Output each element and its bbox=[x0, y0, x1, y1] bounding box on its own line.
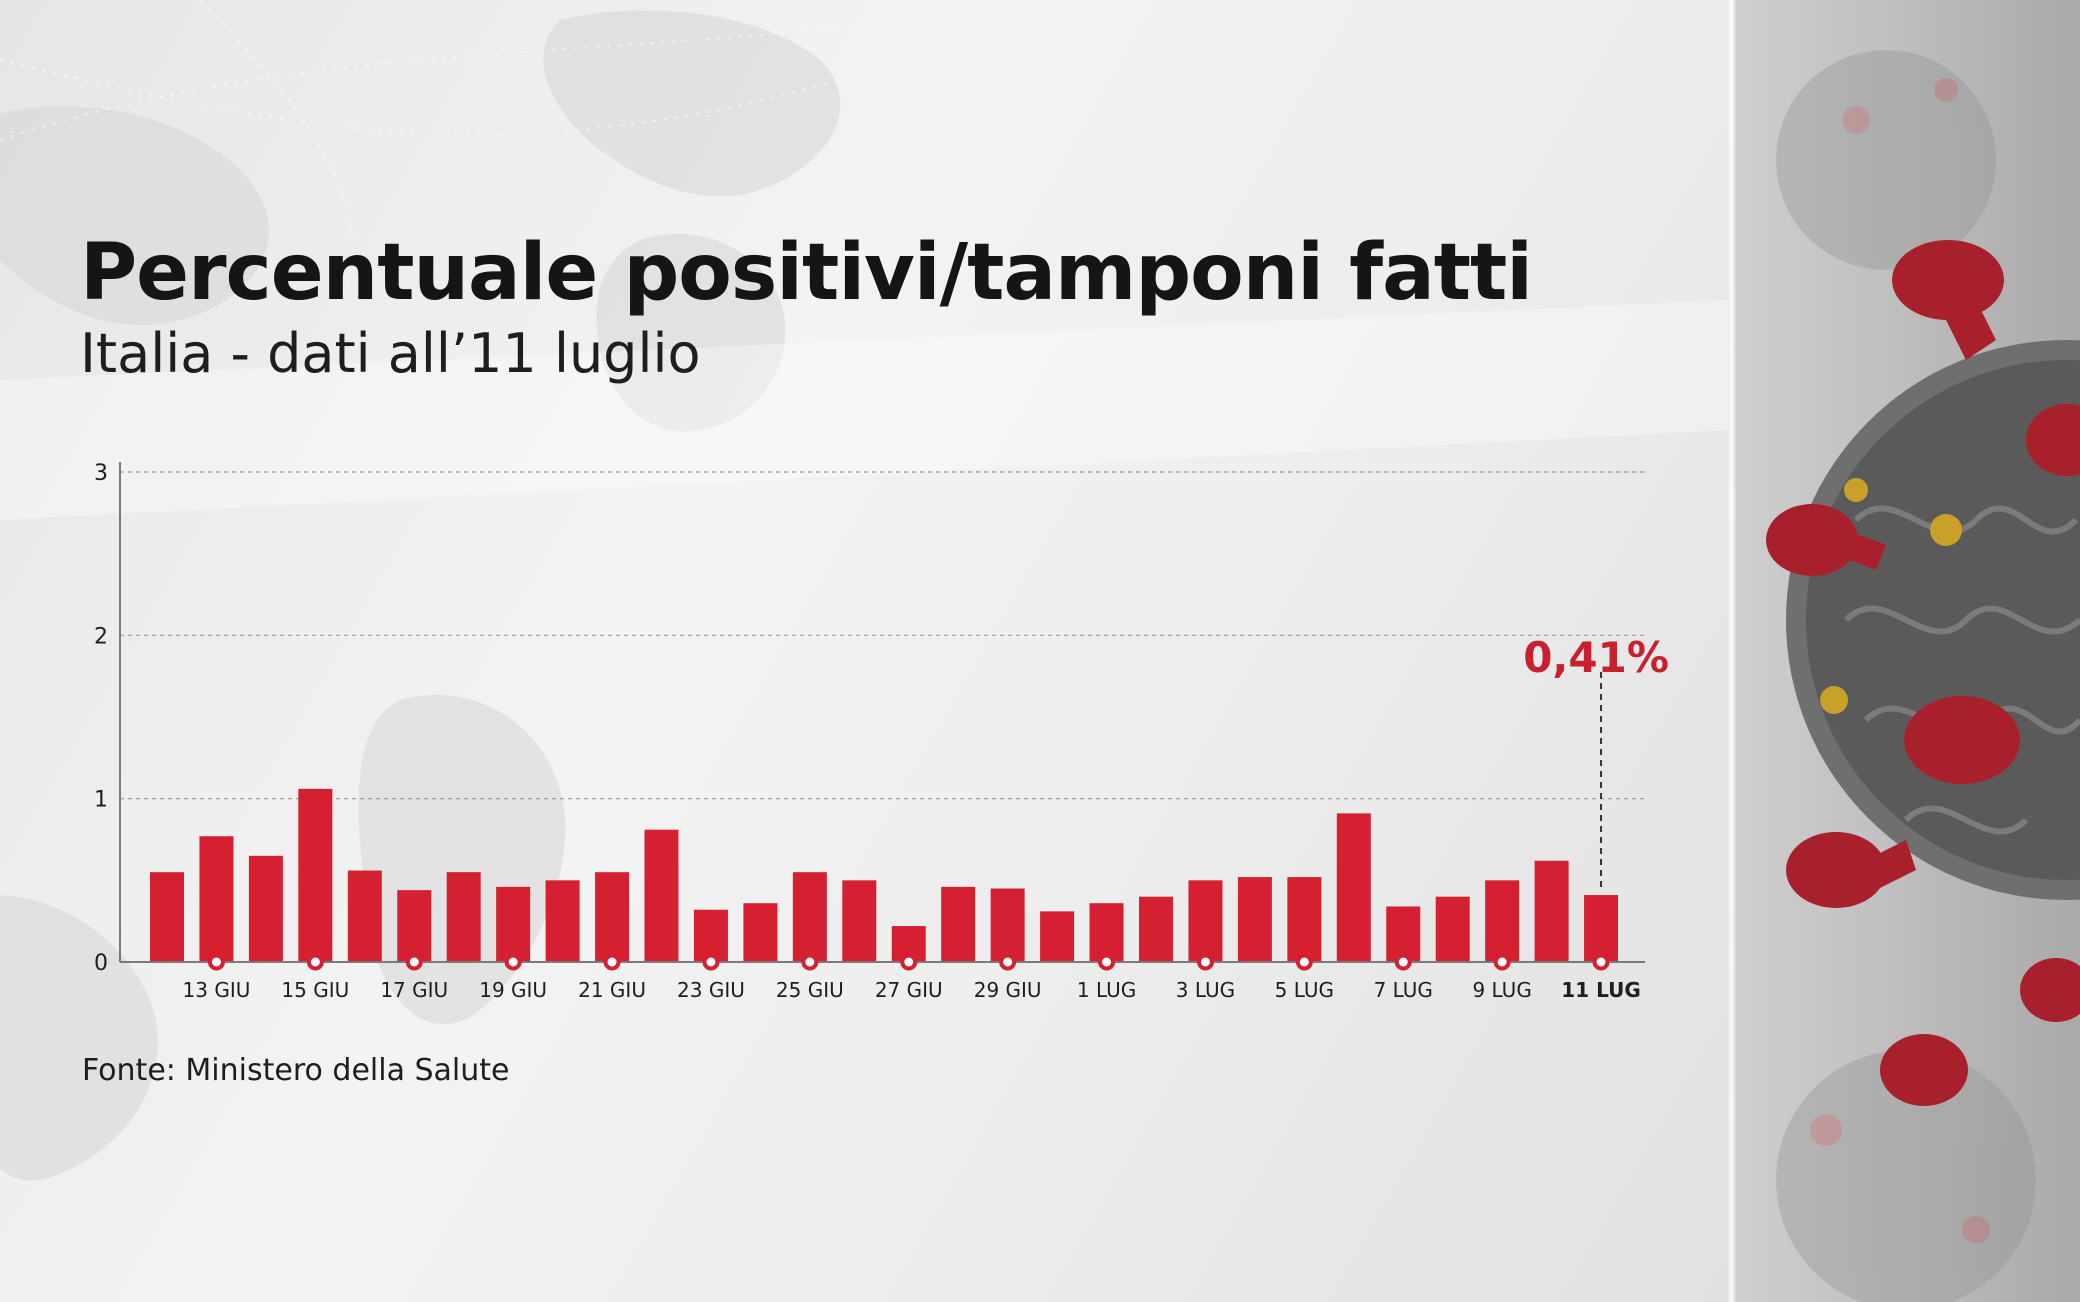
x-tick-label: 11 LUG bbox=[1561, 978, 1640, 1002]
y-tick-label: 1 bbox=[94, 788, 108, 813]
x-tick-label: 27 GIU bbox=[875, 978, 943, 1002]
bar bbox=[1336, 813, 1371, 962]
x-tick-label: 1 LUG bbox=[1077, 978, 1136, 1002]
x-tick-marker bbox=[207, 953, 225, 971]
x-tick-label: 5 LUG bbox=[1275, 978, 1334, 1002]
x-tick-marker bbox=[1493, 953, 1511, 971]
bar bbox=[1040, 911, 1075, 962]
bar bbox=[1287, 877, 1322, 962]
x-tick-marker bbox=[999, 953, 1017, 971]
virus-image-panel bbox=[1736, 0, 2080, 1302]
x-tick-marker bbox=[603, 953, 621, 971]
coronavirus-illustration bbox=[1766, 50, 2080, 1302]
bar bbox=[1188, 880, 1223, 962]
x-tick-marker bbox=[405, 953, 423, 971]
x-tick-label: 15 GIU bbox=[281, 978, 349, 1002]
x-tick-marker bbox=[801, 953, 819, 971]
x-tick-label: 7 LUG bbox=[1374, 978, 1433, 1002]
y-tick-label: 2 bbox=[94, 624, 108, 649]
bar bbox=[298, 788, 333, 962]
bar bbox=[1435, 896, 1470, 962]
x-tick-marker bbox=[702, 953, 720, 971]
bar bbox=[496, 886, 531, 962]
bar bbox=[1485, 880, 1520, 962]
bar bbox=[545, 880, 580, 962]
x-tick-marker bbox=[900, 953, 918, 971]
bar bbox=[199, 836, 234, 962]
y-tick-label: 3 bbox=[94, 461, 108, 486]
bar bbox=[150, 872, 184, 962]
bar bbox=[1237, 877, 1272, 962]
page-subtitle: Italia - dati all’11 luglio bbox=[80, 322, 701, 385]
bar bbox=[842, 880, 877, 962]
x-tick-label: 19 GIU bbox=[479, 978, 547, 1002]
bar bbox=[248, 855, 283, 962]
x-tick-marker bbox=[1394, 953, 1412, 971]
bar bbox=[1534, 860, 1569, 962]
bar bbox=[693, 909, 728, 962]
x-tick-label: 29 GIU bbox=[974, 978, 1042, 1002]
annotation-label: 0,41% bbox=[1523, 633, 1669, 682]
x-tick-label: 23 GIU bbox=[677, 978, 745, 1002]
bar bbox=[397, 890, 432, 962]
page-title: Percentuale positivi/tamponi fatti bbox=[80, 228, 1533, 318]
x-tick-label: 13 GIU bbox=[183, 978, 251, 1002]
bar bbox=[347, 870, 382, 962]
x-tick-marker bbox=[1295, 953, 1313, 971]
x-tick-label: 21 GIU bbox=[578, 978, 646, 1002]
source-note: Fonte: Ministero della Salute bbox=[82, 1053, 510, 1088]
x-tick-marker bbox=[1592, 953, 1610, 971]
bar bbox=[644, 829, 679, 962]
x-tick-label: 17 GIU bbox=[380, 978, 448, 1002]
x-tick-label: 25 GIU bbox=[776, 978, 844, 1002]
bar bbox=[1089, 903, 1124, 962]
x-tick-marker bbox=[306, 953, 324, 971]
x-tick-label: 3 LUG bbox=[1176, 978, 1235, 1002]
bar bbox=[1139, 896, 1173, 962]
bar bbox=[595, 872, 630, 962]
x-tick-marker bbox=[1098, 953, 1116, 971]
bar bbox=[1386, 906, 1421, 962]
bar bbox=[941, 886, 976, 962]
bar bbox=[990, 888, 1025, 962]
x-tick-marker bbox=[504, 953, 522, 971]
bar bbox=[1584, 895, 1619, 962]
bar bbox=[792, 872, 827, 962]
bar bbox=[743, 903, 778, 962]
bar bbox=[446, 872, 481, 962]
x-tick-marker bbox=[1196, 953, 1214, 971]
glass-divider bbox=[1728, 0, 1736, 1302]
x-tick-label: 9 LUG bbox=[1472, 978, 1531, 1002]
y-tick-label: 0 bbox=[94, 951, 108, 976]
